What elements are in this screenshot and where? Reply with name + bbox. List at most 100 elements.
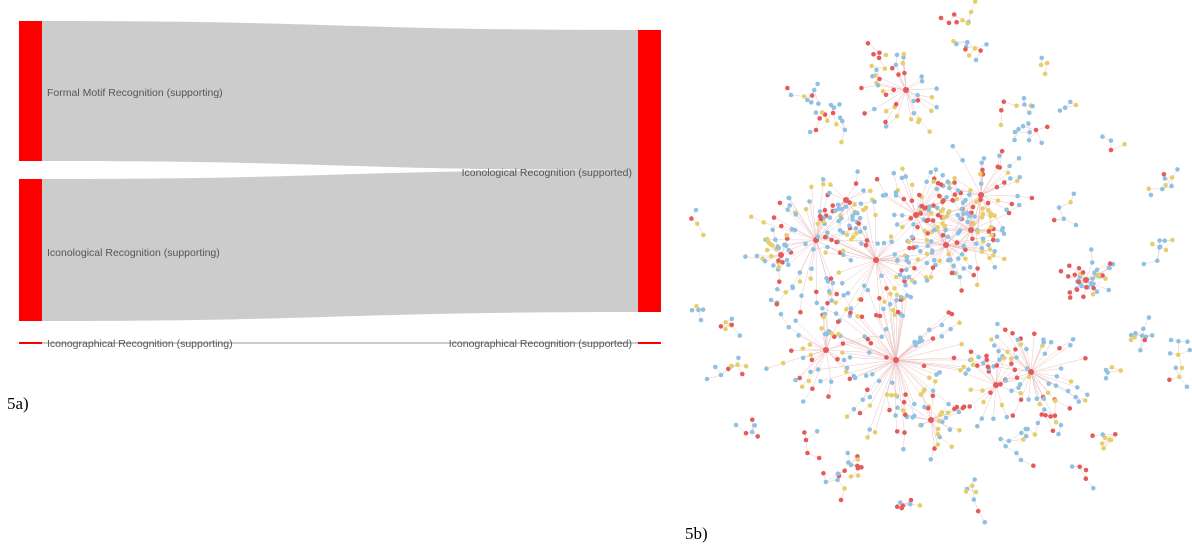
network-edge (1030, 368, 1062, 373)
network-node (733, 422, 739, 428)
network-node (1052, 413, 1058, 419)
network-node (821, 314, 827, 320)
sankey-labels: Formal Motif Recognition (supporting) Ic… (47, 87, 632, 350)
network-node (957, 320, 962, 326)
network-node (903, 392, 908, 397)
network-node (736, 355, 741, 361)
network-edge (1059, 339, 1074, 349)
network-node (818, 216, 824, 222)
network-node (1045, 390, 1051, 396)
network-node (877, 76, 882, 82)
network-node (855, 473, 861, 478)
network-edge (1030, 371, 1069, 392)
network-node (778, 311, 784, 317)
network-node (959, 341, 964, 347)
network-node (793, 212, 799, 217)
network-node (1050, 428, 1056, 434)
network-node (967, 192, 972, 198)
network-node (1001, 355, 1007, 361)
network-node (1139, 333, 1145, 339)
network-node (988, 390, 993, 396)
network-node (1102, 435, 1108, 441)
network-edge (995, 363, 1012, 386)
network-node (899, 268, 904, 273)
network-node (919, 203, 925, 209)
network-node (809, 93, 815, 98)
network-node (1021, 96, 1027, 101)
network-node (809, 100, 814, 105)
network-node (898, 295, 904, 300)
network-node (848, 306, 854, 311)
network-node (713, 364, 718, 370)
network-node (1012, 137, 1017, 143)
network-node (779, 223, 784, 229)
network-node (1004, 414, 1010, 420)
network-node (842, 127, 848, 133)
network-edge (892, 310, 897, 361)
network-node (1035, 420, 1041, 426)
network-node (829, 331, 834, 336)
network-node (902, 279, 907, 284)
network-node (843, 197, 849, 203)
network-node (894, 297, 899, 303)
network-node (815, 234, 821, 239)
network-edge (867, 359, 897, 390)
network-edge (825, 349, 854, 377)
network-edge (798, 335, 827, 351)
network-edge (895, 359, 937, 375)
network-edge (903, 432, 905, 450)
network-node (908, 116, 914, 122)
network-edge (849, 357, 897, 361)
network-node (785, 207, 790, 212)
network-node (999, 108, 1004, 113)
network-edge (830, 184, 847, 201)
network-node (743, 254, 748, 259)
network-node (803, 241, 808, 247)
network-node (984, 42, 989, 47)
network-node (1014, 355, 1019, 360)
network-node (1076, 399, 1082, 404)
network-edge (995, 384, 1003, 406)
network-node (919, 74, 924, 79)
network-edge (877, 85, 907, 91)
network-node (1013, 347, 1018, 352)
network-node (967, 404, 972, 409)
network-node (893, 392, 899, 398)
network-node (819, 110, 825, 115)
network-node (693, 207, 699, 213)
network-edge (869, 359, 897, 406)
network-node (887, 301, 893, 307)
network-node (805, 97, 810, 103)
network-node (899, 175, 905, 181)
network-node (951, 263, 956, 269)
network-node (1016, 126, 1021, 132)
network-edge (857, 316, 897, 361)
network-node (1026, 121, 1031, 126)
network-edge (815, 239, 834, 284)
network-node (1101, 446, 1106, 451)
network-node (929, 239, 934, 244)
network-node (1179, 365, 1185, 371)
network-node (954, 240, 960, 245)
network-edge (882, 195, 917, 216)
network-edge (843, 295, 852, 309)
network-node (930, 218, 936, 223)
network-node (965, 219, 970, 225)
network-edge (919, 119, 930, 132)
network-node (1009, 361, 1014, 367)
network-node (900, 224, 905, 230)
network-node (1056, 205, 1062, 210)
network-node (1090, 276, 1095, 282)
network-node (829, 237, 834, 243)
network-node (987, 247, 993, 252)
network-node (975, 363, 980, 368)
network-node (838, 497, 844, 503)
network-node (834, 121, 839, 127)
network-edge (799, 349, 827, 379)
network-node (837, 102, 842, 107)
network-edge (970, 229, 990, 232)
network-node (1051, 217, 1057, 223)
network-node (1100, 432, 1106, 437)
network-edge (905, 89, 912, 120)
network-node (821, 471, 826, 476)
